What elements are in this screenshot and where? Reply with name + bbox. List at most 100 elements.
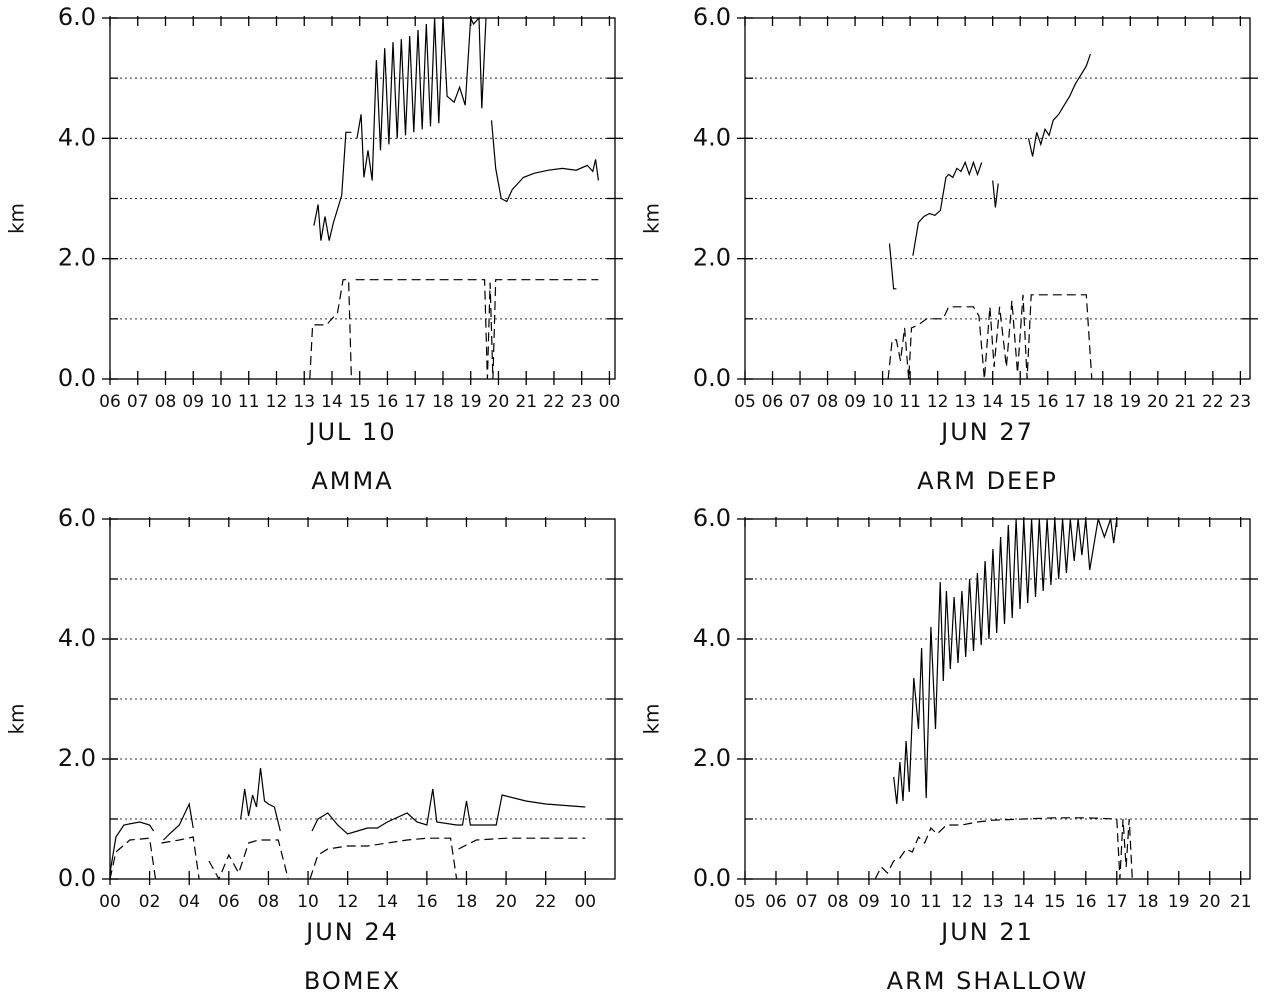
x-tick-label: 20 [488,392,510,412]
x-tick-label: 19 [1168,892,1190,912]
y-tick-label: 6.0 [693,504,731,532]
x-tick-label: 09 [844,392,866,412]
x-tick-label: 16 [1075,892,1097,912]
data-line [109,767,586,874]
x-tick-label: 18 [456,892,478,912]
x-tick-label: 08 [258,892,280,912]
x-tick-label: 21 [515,392,537,412]
x-tick-label: 14 [376,892,398,912]
x-axis-label: JUL 10 [306,418,396,446]
panel: 0.02.04.06.006 07 08 09 10 11 12 13 14 15 16 17 18 19… [5,3,623,495]
panel-title: BOMEX [304,967,401,994]
y-tick-label: 4.0 [58,123,96,151]
x-tick-label: 07 [127,392,149,412]
x-tick-label: 18 [432,392,454,412]
data-line [309,279,599,380]
x-tick-label: 09 [182,392,204,412]
y-tick-label: 2.0 [58,244,96,272]
x-axis-label: JUN 21 [939,918,1034,946]
y-axis-label: km [5,703,29,734]
x-tick-label: 02 [139,892,161,912]
x-tick-label: 07 [796,892,818,912]
data-line [874,817,1133,880]
y-tick-label: 2.0 [693,244,731,272]
x-tick-label: 19 [1119,392,1141,412]
x-tick-label: 12 [337,892,359,912]
x-tick-label: 05 [734,892,756,912]
x-tick-label: 22 [535,892,557,912]
y-tick-label: 2.0 [693,744,731,772]
x-tick-label: 20 [1199,892,1221,912]
x-tick-label: 13 [293,392,315,412]
x-tick-label: 18 [1137,892,1159,912]
x-tick-label: 06 [99,392,121,412]
x-tick-label: 00 [99,892,121,912]
panel-title: AMMA [311,467,393,495]
x-tick-label: 11 [238,392,260,412]
x-tick-label: 00 [574,892,596,912]
x-tick-label: 05 [734,392,756,412]
data-line [887,294,1093,380]
y-tick-label: 2.0 [58,744,96,772]
x-tick-label: 17 [404,392,426,412]
y-tick-label: 4.0 [58,624,96,652]
x-tick-label: 06 [765,892,787,912]
data-line [109,836,586,881]
x-tick-label: 08 [155,392,177,412]
panel: 0.0 2.0 4.0 6.0 00 02 04 06 08 10 12 14 16 18 20 22 00 JU… [5,504,623,995]
x-tick-label: 08 [817,392,839,412]
x-tick-label: 22 [543,392,565,412]
x-tick-label: 16 [416,892,438,912]
x-tick-label: 12 [927,392,949,412]
x-tick-label: 16 [377,392,399,412]
y-axis-label: km [640,703,664,734]
x-tick-label: 10 [872,392,894,412]
data-line [313,16,599,241]
x-tick-label: 13 [982,892,1004,912]
y-tick-label: 0.0 [693,364,731,392]
y-axis-label: km [640,203,664,234]
x-tick-label: 07 [789,392,811,412]
x-tick-label: 12 [266,392,288,412]
x-axis-label: JUN 27 [939,418,1034,446]
x-tick-label: 10 [210,392,232,412]
y-tick-label: 0.0 [693,864,731,892]
data-line [893,518,1118,805]
x-tick-label: 17 [1106,892,1128,912]
x-tick-label: 19 [460,392,482,412]
x-tick-label: 08 [827,892,849,912]
x-tick-label: 11 [920,892,942,912]
y-axis-label: km [5,203,29,234]
x-tick-label: 22 [1202,392,1224,412]
plot-frame [744,518,1251,880]
x-tick-label: 14 [321,392,343,412]
x-tick-label: 23 [571,392,593,412]
data-line [888,53,1091,290]
x-tick-label: 23 [1230,392,1252,412]
x-tick-label: 13 [954,392,976,412]
x-tick-label: 17 [1064,392,1086,412]
x-tick-label: 04 [178,892,200,912]
x-tick-label: 06 [218,892,240,912]
y-tick-label: 0.0 [58,864,96,892]
panel-title: ARM SHALLOW [887,967,1089,994]
y-tick-label: 0.0 [58,364,96,392]
plot-frame [109,518,616,880]
x-tick-label: 14 [982,392,1004,412]
x-tick-label: 10 [889,892,911,912]
x-tick-label: 15 [1009,392,1031,412]
y-tick-label: 4.0 [693,123,731,151]
x-tick-label: 11 [899,392,921,412]
x-tick-label: 10 [297,892,319,912]
plot-frame [744,17,1251,380]
x-tick-label: 16 [1037,392,1059,412]
plot-frame [109,17,616,380]
x-tick-label: 15 [1044,892,1066,912]
x-tick-label: 06 [762,392,784,412]
x-tick-label: 12 [951,892,973,912]
x-axis-label: JUN 24 [304,918,399,946]
panel: 0.0 2.0 4.0 6.0 05 06 07 08 09 10 11 12 13 14 15 16 17 18… [640,504,1258,995]
y-tick-label: 6.0 [58,504,96,532]
panel-title: ARM DEEP [917,467,1058,495]
